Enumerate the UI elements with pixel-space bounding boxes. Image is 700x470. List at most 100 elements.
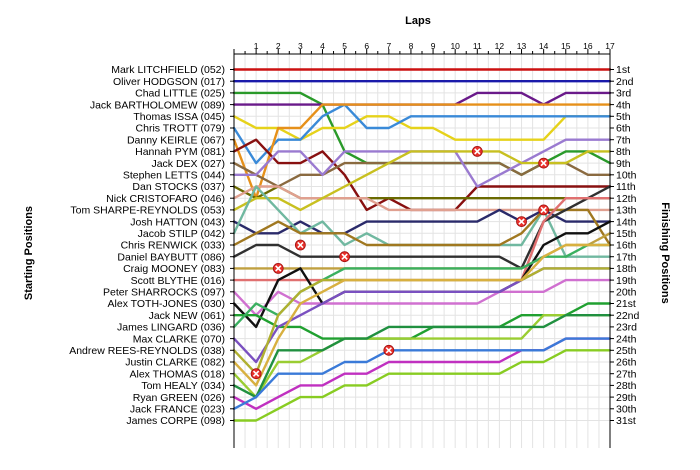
lap-tick-label: 3	[298, 41, 303, 51]
finishing-position-label: 26th	[616, 357, 637, 369]
starting-position-label: Alex THOMAS (018)	[130, 368, 226, 380]
finishing-position-label: 9th	[616, 158, 631, 170]
finishing-position-label: 2nd	[616, 76, 634, 88]
y-axis-title-left: Starting Positions	[23, 206, 35, 300]
retirement-marker	[538, 204, 550, 216]
starting-position-label: Alex TOTH-JONES (030)	[108, 298, 225, 310]
finishing-position-label: 21st	[616, 298, 636, 310]
finishing-position-label: 5th	[616, 111, 631, 123]
starting-position-label: Oliver HODGSON (017)	[113, 76, 225, 88]
starting-position-label: Stephen LETTS (044)	[123, 170, 225, 182]
finishing-position-label: 22nd	[616, 310, 640, 322]
series-line-5	[232, 115, 612, 141]
finishing-position-label: 20th	[616, 287, 637, 299]
retirement-marker	[250, 368, 262, 380]
finishing-position-label: 4th	[616, 99, 631, 111]
starting-position-label: Tom HEALY (034)	[141, 380, 225, 392]
series-line-28	[232, 314, 612, 399]
series-line-31	[232, 349, 612, 422]
starting-position-label: Peter SHARROCKS (097)	[103, 287, 225, 299]
finishing-position-label: 19th	[616, 275, 637, 287]
retirement-marker-cross	[275, 265, 282, 272]
retirement-marker-cross	[518, 218, 525, 225]
starting-position-label: Justin CLARKE (082)	[125, 357, 225, 369]
lap-tick-label: 14	[539, 41, 549, 51]
retirement-marker-cross	[385, 347, 392, 354]
retirement-marker-cross	[341, 253, 348, 260]
x-axis-title: Laps	[405, 15, 431, 27]
series-line-7	[232, 103, 612, 200]
series-group	[232, 68, 612, 422]
finishing-position-label: 1st	[616, 64, 630, 76]
series-line-26	[232, 243, 612, 387]
starting-position-label: Nick CRISTOFARO (046)	[106, 193, 225, 205]
lap-tick-label: 2	[276, 41, 281, 51]
finishing-position-label: 14th	[616, 216, 637, 228]
retirement-marker-cross	[297, 241, 304, 249]
starting-position-label: James LINGARD (036)	[117, 322, 225, 334]
lap-tick-label: 16	[583, 41, 593, 51]
lap-tick-label: 17	[605, 41, 615, 51]
series-line-27	[232, 314, 612, 399]
retirement-marker-cross	[540, 206, 547, 214]
retirement-marker	[272, 262, 284, 274]
lap-tick-label: 11	[473, 41, 482, 51]
starting-position-label: Daniel BAYBUTT (086)	[117, 251, 225, 263]
finishing-position-label: 27th	[616, 368, 637, 380]
retirement-marker-cross	[474, 148, 481, 155]
retirement-marker-cross	[252, 370, 260, 377]
lap-tick-label: 13	[517, 41, 527, 51]
finishing-position-label: 25th	[616, 345, 637, 357]
lap-tick-label: 12	[495, 41, 505, 51]
starting-position-label: Hannah PYM (081)	[135, 146, 225, 158]
starting-position-label: Tom SHARPE-REYNOLDS (053)	[70, 205, 225, 217]
finishing-position-label: 15th	[616, 228, 637, 240]
retirement-marker	[471, 145, 483, 157]
lap-tick-label: 4	[320, 41, 325, 51]
lap-tick-label: 6	[364, 41, 369, 51]
series-line-17	[232, 185, 612, 270]
starting-position-label: Thomas ISSA (045)	[133, 111, 225, 123]
finishing-position-label: 11th	[616, 181, 636, 193]
finishing-position-label: 24th	[616, 333, 637, 345]
lap-tick-label: 10	[450, 41, 460, 51]
starting-position-label: Andrew REES-REYNOLDS (038)	[69, 345, 225, 357]
series-line-6	[232, 103, 612, 165]
starting-position-label: Craig MOONEY (083)	[123, 263, 225, 275]
axes	[230, 49, 614, 448]
lap-tick-label: 1	[254, 41, 259, 51]
lap-tick-label: 9	[431, 41, 436, 51]
retirement-marker	[538, 157, 550, 169]
finishing-position-label: 30th	[616, 404, 637, 416]
starting-position-label: Danny KEIRLE (067)	[127, 134, 225, 146]
y-axis-title-right: Finishing Positions	[659, 202, 671, 303]
starting-position-label: Jack NEW (061)	[149, 310, 225, 322]
starting-position-label: Max CLARKE (070)	[133, 333, 225, 345]
starting-position-label: Chad LITTLE (025)	[135, 88, 225, 100]
finishing-position-label: 23rd	[616, 322, 637, 334]
starting-position-label: Jack FRANCE (023)	[130, 404, 225, 416]
starting-position-label: Jacob STILP (042)	[138, 228, 225, 240]
starting-position-label: Scott BLYTHE (016)	[131, 275, 225, 287]
finishing-position-label: 8th	[616, 146, 631, 158]
retirement-marker	[516, 216, 527, 228]
finishing-position-label: 3rd	[616, 88, 631, 100]
starting-position-label: Chris RENWICK (033)	[121, 240, 225, 252]
starting-position-label: Dan STOCKS (037)	[132, 181, 225, 193]
starting-position-label: Jack BARTHOLOMEW (089)	[90, 99, 225, 111]
starting-position-label: James CORPE (098)	[126, 415, 225, 427]
starting-position-label: Mark LITCHFIELD (052)	[111, 64, 225, 76]
retirement-markers	[250, 145, 550, 380]
retirement-marker	[339, 251, 350, 263]
finishing-position-label: 12th	[616, 193, 637, 205]
finishing-position-label: 6th	[616, 123, 631, 135]
lap-tick-label: 5	[342, 41, 347, 51]
starting-position-label: Chris TROTT (079)	[136, 123, 225, 135]
lap-tick-label: 7	[386, 41, 391, 51]
finishing-position-label: 29th	[616, 392, 637, 404]
finishing-position-label: 17th	[616, 251, 637, 263]
starting-position-label: Ryan GREEN (026)	[133, 392, 225, 404]
finishing-position-label: 13th	[616, 205, 637, 217]
